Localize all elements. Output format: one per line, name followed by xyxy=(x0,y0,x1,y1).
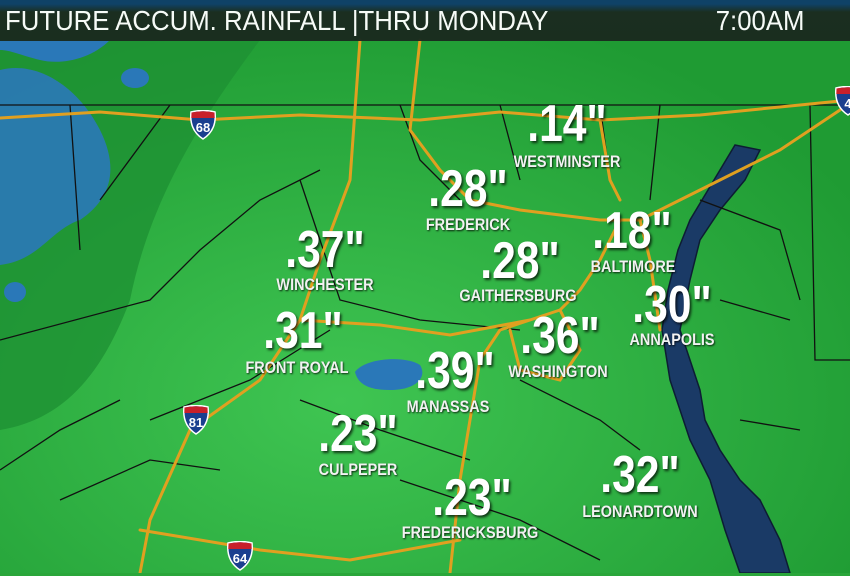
map-title: FUTURE ACCUM. RAINFALL |THRU MONDAY xyxy=(5,5,549,36)
header-bar: FUTURE ACCUM. RAINFALL |THRU MONDAY 7:00… xyxy=(0,0,850,41)
city-name: FREDERICK xyxy=(425,215,511,234)
city-name: ANNAPOLIS xyxy=(629,330,715,349)
city-name: FREDERICKSBURG xyxy=(401,523,539,542)
chesapeake-bay xyxy=(661,144,791,573)
interstate-shield-icon: 64 xyxy=(226,540,254,571)
rainfall-amount: .28" xyxy=(428,160,508,218)
rainfall-amount: .23" xyxy=(432,469,512,527)
rainfall-amount: .28" xyxy=(480,232,560,290)
rainfall-amount: .14" xyxy=(527,95,607,153)
rainfall-amount: .32" xyxy=(600,446,680,504)
heavy-rain-area xyxy=(355,359,423,390)
city-name: FRONT ROYAL xyxy=(245,358,349,377)
rainfall-amount: .31" xyxy=(263,302,343,360)
rainfall-amount: .18" xyxy=(592,202,672,260)
interstate-number: 81 xyxy=(188,415,204,430)
interstate-number: 68 xyxy=(195,120,211,135)
heavy-rain-area xyxy=(0,40,110,62)
city-name: GAITHERSBURG xyxy=(459,286,577,305)
rainfall-amount: .30" xyxy=(632,276,712,334)
interstate-number: 64 xyxy=(232,551,248,566)
heavy-rain-area xyxy=(4,282,26,302)
city-name: MANASSAS xyxy=(406,397,490,416)
rainfall-amount: .23" xyxy=(318,405,398,463)
city-name: LEONARDTOWN xyxy=(582,502,698,521)
city-name: WESTMINSTER xyxy=(513,152,621,171)
rainfall-amount: .37" xyxy=(285,221,365,279)
city-name: BALTIMORE xyxy=(590,257,676,276)
heavy-rain-area xyxy=(121,68,149,88)
state-borders xyxy=(0,104,850,561)
interstate-roads xyxy=(0,38,850,573)
city-name: WINCHESTER xyxy=(276,275,374,294)
interstate-shield-icon: 4 xyxy=(834,85,850,116)
interstate-number: 4 xyxy=(844,96,850,111)
interstate-shield-icon: 68 xyxy=(189,109,217,140)
city-name: WASHINGTON xyxy=(508,362,608,381)
city-name: CULPEPER xyxy=(318,460,398,479)
interstate-shield-icon: 81 xyxy=(182,404,210,435)
rainfall-amount: .39" xyxy=(415,342,495,400)
forecast-time: 7:00AM xyxy=(715,5,804,36)
rainfall-amount: .36" xyxy=(520,307,600,365)
